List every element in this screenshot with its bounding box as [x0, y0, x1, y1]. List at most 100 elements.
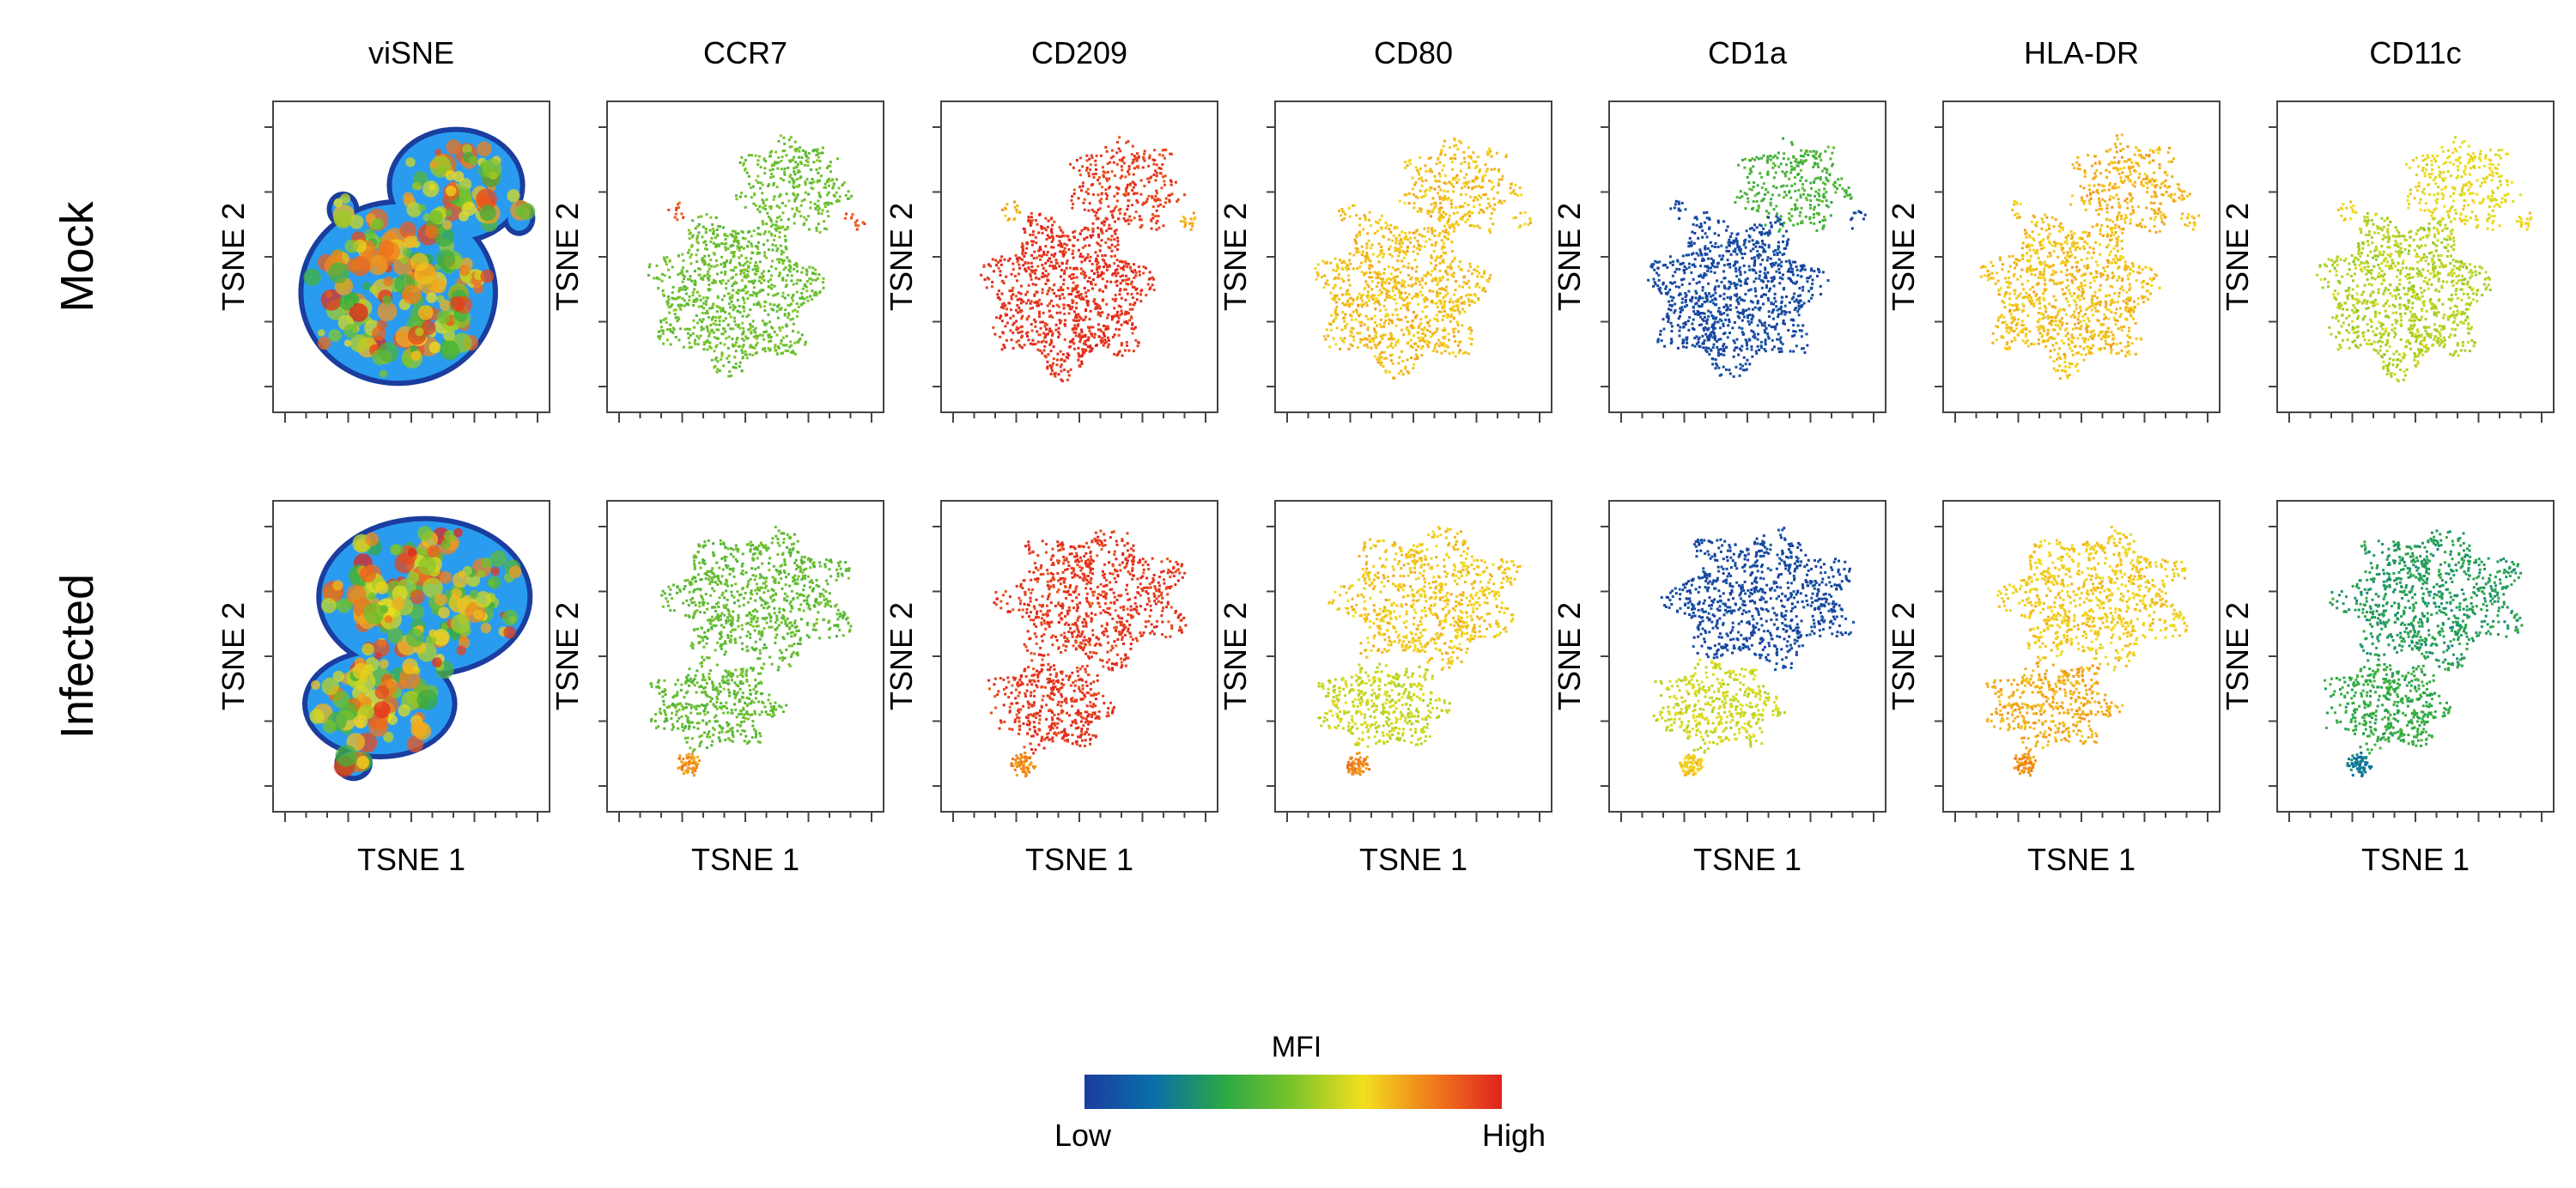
cell-point [1352, 335, 1355, 338]
cell-point [1039, 349, 1042, 352]
cell-point [1715, 362, 1718, 365]
cell-point [1118, 293, 1121, 296]
cell-point [1484, 174, 1487, 177]
cell-point [740, 278, 744, 282]
cell-point [821, 151, 824, 155]
cell-point [1067, 374, 1071, 377]
cell-point [1467, 186, 1470, 189]
cell-point [1419, 283, 1422, 286]
cell-point [1766, 279, 1770, 283]
cell-point [769, 265, 773, 268]
cell-point [1388, 318, 1391, 321]
cell-point [800, 155, 804, 159]
cell-point [1352, 327, 1355, 331]
cell-point [1423, 326, 1426, 330]
cell-point [1455, 143, 1458, 147]
cell-point [1400, 284, 1404, 288]
cell-point [1785, 163, 1789, 167]
cell-point [806, 299, 810, 302]
cell-point [1762, 227, 1765, 230]
density-blob [378, 342, 399, 363]
cell-point [775, 228, 778, 232]
cell-point [1404, 297, 1407, 301]
density-blob [344, 239, 359, 253]
cell-point [727, 335, 731, 338]
cell-point [703, 254, 707, 258]
cell-point [1125, 320, 1128, 323]
cell-point [682, 345, 685, 349]
cell-point [1793, 300, 1796, 303]
cell-point [1738, 266, 1741, 270]
cell-point [1097, 266, 1101, 270]
cell-point [1423, 274, 1426, 277]
cell-point [997, 295, 1000, 299]
cell-point [1402, 256, 1406, 259]
cell-point [690, 244, 694, 247]
cell-point [1162, 175, 1165, 179]
cell-point [1108, 177, 1111, 180]
cell-point [1422, 194, 1425, 198]
cell-point [757, 279, 761, 283]
cell-point [1051, 265, 1054, 268]
density-blob [399, 222, 416, 239]
cell-point [1754, 350, 1758, 353]
cell-point [1030, 277, 1033, 281]
cell-point [1051, 238, 1054, 241]
cell-point [750, 257, 753, 260]
cell-point [732, 366, 735, 369]
cell-point [793, 149, 797, 152]
cell-point [1096, 302, 1099, 306]
cell-point [1456, 323, 1460, 326]
cell-point [1467, 279, 1470, 283]
cell-point [1412, 334, 1415, 338]
cell-point [1048, 302, 1052, 305]
cell-point [1426, 230, 1430, 234]
cell-point [1352, 253, 1356, 257]
cell-point [1760, 240, 1764, 243]
cell-point [781, 351, 784, 355]
cell-point [717, 328, 720, 332]
cell-point [1454, 156, 1457, 160]
cell-point [1454, 355, 1457, 358]
cell-point [1161, 149, 1164, 152]
cell-point [677, 287, 681, 290]
cell-point [1174, 180, 1177, 184]
cell-point [671, 331, 675, 334]
cell-point [1041, 264, 1044, 267]
cell-point [1358, 230, 1361, 234]
cell-point [1434, 264, 1437, 267]
cell-point [832, 185, 835, 188]
cell-point [1498, 199, 1502, 203]
cell-point [696, 290, 700, 294]
cell-point [1103, 332, 1106, 336]
cell-point [1448, 352, 1451, 356]
cell-point [1442, 314, 1445, 318]
cell-point [1370, 280, 1374, 283]
cell-point [1742, 243, 1746, 247]
cell-point [1400, 291, 1403, 295]
cell-point [1735, 293, 1739, 296]
cell-point [1459, 169, 1462, 173]
cell-point [1420, 277, 1424, 280]
cell-point [777, 139, 781, 143]
cell-point [731, 229, 734, 233]
cell-point [1020, 258, 1024, 261]
cell-point [1021, 250, 1024, 253]
cell-point [1389, 272, 1393, 276]
cell-point [1445, 222, 1449, 225]
cell-point [1086, 253, 1090, 256]
cell-point [732, 308, 735, 312]
cell-point [1097, 233, 1100, 236]
cell-point [714, 216, 718, 219]
cell-point [1063, 242, 1066, 246]
cell-point [1333, 319, 1336, 322]
cell-point [737, 232, 740, 235]
cell-point [1734, 346, 1737, 350]
cell-point [1430, 254, 1433, 258]
cell-point [1769, 158, 1772, 161]
cell-point [1107, 313, 1110, 316]
cell-point [1023, 344, 1026, 347]
cell-point [1660, 339, 1663, 343]
cell-point [1102, 174, 1105, 177]
cell-point [756, 159, 760, 162]
